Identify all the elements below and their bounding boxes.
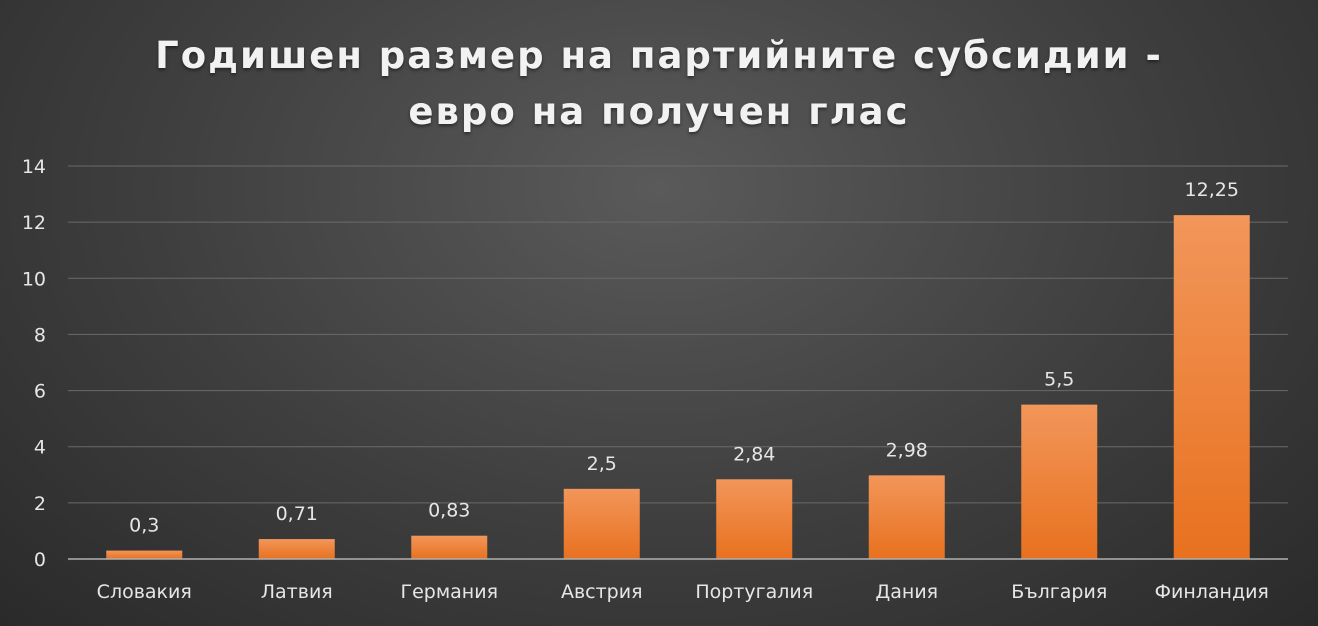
data-label: 2,98 bbox=[886, 439, 928, 461]
bar bbox=[1021, 404, 1098, 559]
chart-title: Годишен размер на партийните субсидии - … bbox=[0, 28, 1318, 140]
y-tick-label: 14 bbox=[22, 156, 46, 178]
data-label: 12,25 bbox=[1185, 179, 1239, 201]
x-category-label: България bbox=[1011, 581, 1107, 603]
bar bbox=[411, 535, 488, 559]
bar bbox=[1173, 215, 1250, 559]
x-category-label: Словакия bbox=[97, 581, 192, 603]
x-category-label: Дания bbox=[875, 581, 938, 603]
data-labels: 0,3 0,71 0,83 2,5 2,84 2,98 5,5 12,25 bbox=[129, 179, 1239, 536]
y-tick-label: 12 bbox=[22, 212, 46, 234]
data-label: 0,71 bbox=[276, 503, 318, 525]
y-tick-label: 4 bbox=[34, 437, 46, 459]
chart-title-line-2: евро на получен глас bbox=[408, 90, 910, 133]
bar bbox=[258, 539, 335, 559]
data-label: 0,83 bbox=[428, 500, 470, 522]
category-labels: Словакия Латвия Германия Австрия Португалия Д… bbox=[97, 581, 1269, 603]
x-category-label: Финландия bbox=[1155, 581, 1269, 603]
bars bbox=[106, 215, 1250, 559]
bar bbox=[106, 550, 183, 559]
gridlines bbox=[68, 165, 1288, 504]
x-category-label: Германия bbox=[400, 581, 498, 603]
data-label: 5,5 bbox=[1044, 369, 1074, 391]
y-tick-label: 6 bbox=[34, 381, 46, 403]
data-label: 2,5 bbox=[587, 453, 617, 475]
y-tick-label: 0 bbox=[34, 549, 46, 571]
x-category-label: Португалия bbox=[695, 581, 813, 603]
data-label: 2,84 bbox=[733, 443, 775, 465]
x-category-label: Австрия bbox=[561, 581, 643, 603]
chart-title-line-1: Годишен размер на партийните субсидии - bbox=[155, 34, 1163, 77]
y-tick-label: 10 bbox=[22, 268, 46, 290]
bar bbox=[868, 475, 945, 559]
bar bbox=[716, 479, 793, 559]
x-category-label: Латвия bbox=[261, 581, 333, 603]
y-axis-ticks: 0 2 4 6 8 10 12 14 bbox=[22, 156, 46, 571]
data-label: 0,3 bbox=[129, 515, 159, 537]
bar bbox=[563, 488, 640, 559]
y-tick-label: 2 bbox=[34, 493, 46, 515]
y-tick-label: 8 bbox=[34, 324, 46, 346]
